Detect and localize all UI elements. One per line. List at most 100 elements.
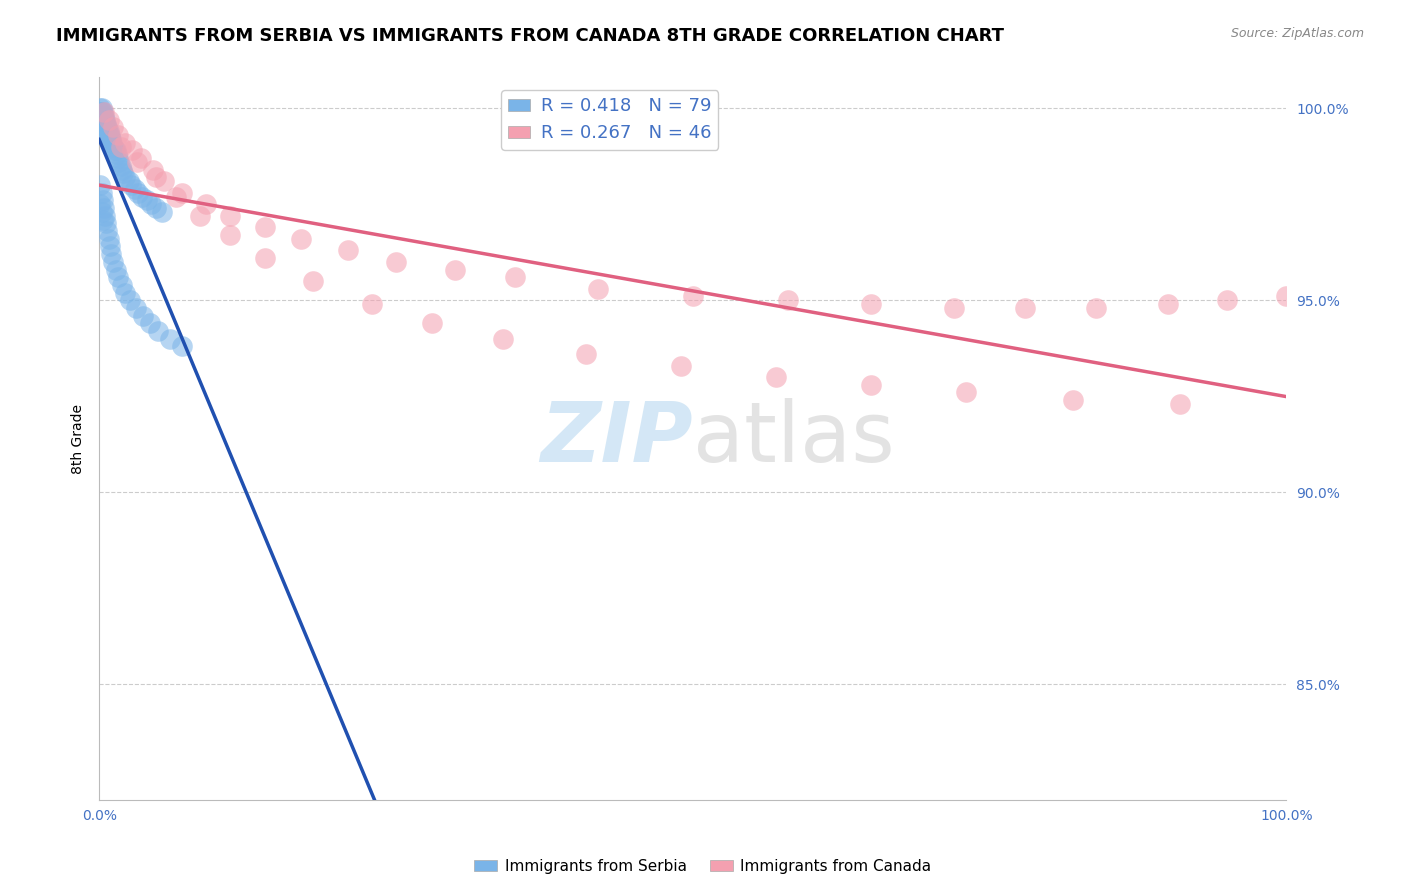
Point bbox=[93, 109, 115, 123]
Point bbox=[97, 128, 120, 142]
Point bbox=[91, 212, 114, 227]
Point bbox=[1216, 293, 1239, 308]
Point bbox=[96, 124, 118, 138]
Point bbox=[89, 109, 111, 123]
Point bbox=[110, 159, 132, 173]
Point bbox=[159, 332, 181, 346]
Point bbox=[218, 227, 240, 242]
Point bbox=[90, 120, 112, 135]
Point bbox=[114, 285, 136, 300]
Point bbox=[96, 120, 118, 135]
Point bbox=[90, 205, 112, 219]
Point bbox=[96, 120, 118, 135]
Point bbox=[97, 232, 120, 246]
Point bbox=[1275, 289, 1298, 303]
Point bbox=[120, 178, 142, 192]
Legend: Immigrants from Serbia, Immigrants from Canada: Immigrants from Serbia, Immigrants from … bbox=[468, 853, 938, 880]
Point bbox=[89, 101, 111, 115]
Point bbox=[188, 209, 211, 223]
Point bbox=[444, 262, 467, 277]
Point bbox=[114, 170, 136, 185]
Y-axis label: 8th Grade: 8th Grade bbox=[72, 403, 86, 474]
Text: atlas: atlas bbox=[693, 398, 894, 479]
Point bbox=[93, 105, 115, 120]
Point bbox=[302, 274, 325, 288]
Point bbox=[121, 144, 143, 158]
Point bbox=[218, 209, 240, 223]
Point bbox=[129, 151, 152, 165]
Legend: R = 0.418   N = 79, R = 0.267   N = 46: R = 0.418 N = 79, R = 0.267 N = 46 bbox=[501, 90, 718, 150]
Point bbox=[290, 232, 312, 246]
Point bbox=[145, 201, 167, 215]
Point bbox=[1168, 397, 1191, 411]
Point bbox=[127, 155, 149, 169]
Point bbox=[114, 136, 136, 150]
Point bbox=[91, 109, 114, 123]
Point bbox=[100, 247, 122, 261]
Point bbox=[118, 174, 141, 188]
Point bbox=[96, 117, 118, 131]
Point bbox=[361, 297, 384, 311]
Point bbox=[93, 120, 115, 135]
Point bbox=[90, 186, 112, 200]
Point bbox=[254, 251, 277, 265]
Point bbox=[669, 359, 692, 373]
Point bbox=[337, 244, 360, 258]
Point bbox=[141, 197, 163, 211]
Point bbox=[135, 194, 157, 208]
Point bbox=[195, 197, 218, 211]
Point bbox=[586, 282, 609, 296]
Point bbox=[93, 112, 115, 127]
Point bbox=[132, 309, 155, 323]
Point bbox=[101, 136, 124, 150]
Point bbox=[100, 132, 122, 146]
Point bbox=[148, 324, 170, 338]
Point bbox=[1085, 301, 1108, 315]
Point bbox=[139, 316, 162, 330]
Point bbox=[765, 370, 787, 384]
Point bbox=[91, 112, 114, 127]
Point bbox=[97, 124, 120, 138]
Point bbox=[1014, 301, 1036, 315]
Point bbox=[254, 220, 277, 235]
Point bbox=[89, 178, 111, 192]
Point bbox=[98, 132, 121, 146]
Point bbox=[91, 117, 114, 131]
Point bbox=[503, 270, 526, 285]
Point bbox=[111, 166, 134, 180]
Point bbox=[91, 105, 114, 120]
Point bbox=[89, 112, 111, 127]
Point bbox=[107, 270, 129, 285]
Text: ZIP: ZIP bbox=[540, 398, 693, 479]
Point bbox=[105, 147, 128, 161]
Point bbox=[118, 293, 141, 308]
Point bbox=[859, 377, 882, 392]
Point bbox=[93, 117, 115, 131]
Point bbox=[575, 347, 598, 361]
Point bbox=[90, 117, 112, 131]
Point bbox=[111, 277, 134, 292]
Point bbox=[90, 112, 112, 127]
Point bbox=[385, 255, 408, 269]
Point bbox=[108, 155, 131, 169]
Point bbox=[1062, 393, 1084, 408]
Point bbox=[145, 170, 167, 185]
Point bbox=[94, 209, 117, 223]
Point bbox=[1157, 297, 1180, 311]
Point bbox=[153, 174, 176, 188]
Point bbox=[943, 301, 966, 315]
Point bbox=[90, 101, 112, 115]
Point bbox=[90, 109, 112, 123]
Point bbox=[91, 120, 114, 135]
Point bbox=[103, 139, 125, 153]
Point bbox=[776, 293, 799, 308]
Point bbox=[107, 151, 129, 165]
Point bbox=[100, 136, 122, 150]
Point bbox=[98, 239, 121, 253]
Point bbox=[420, 316, 443, 330]
Point bbox=[107, 128, 129, 142]
Point bbox=[96, 216, 118, 230]
Point bbox=[89, 105, 111, 120]
Point bbox=[90, 124, 112, 138]
Point bbox=[98, 128, 121, 142]
